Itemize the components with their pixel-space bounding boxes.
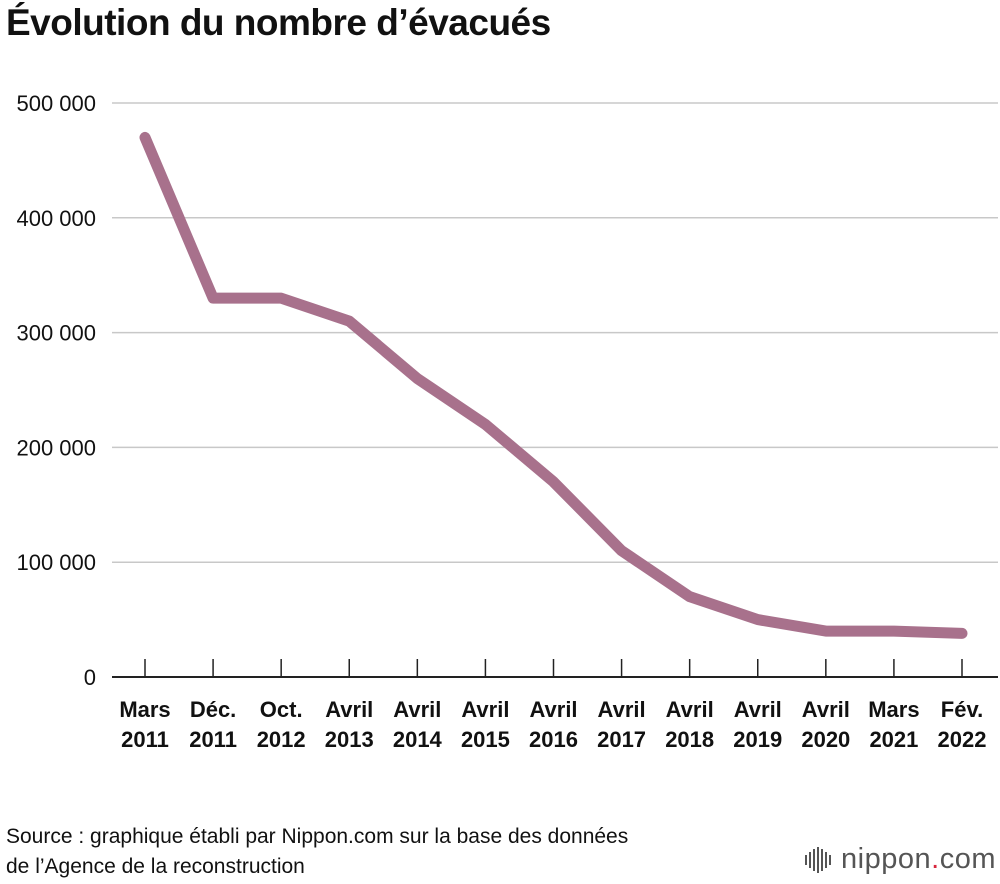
logo-tld: com xyxy=(939,843,996,875)
data-point xyxy=(280,297,282,299)
data-point xyxy=(212,297,214,299)
data-point xyxy=(621,550,623,552)
data-point xyxy=(484,423,486,425)
y-tick-label: 0 xyxy=(84,665,96,690)
x-tick-label: Déc. 2011 xyxy=(189,697,237,752)
y-tick-label: 400 000 xyxy=(16,206,96,231)
x-tick-label: Avril 2013 xyxy=(325,697,374,752)
data-point xyxy=(689,596,691,598)
data-point xyxy=(553,481,554,483)
x-tick-label: Avril 2016 xyxy=(529,697,578,752)
series-line xyxy=(139,131,968,639)
x-tick-label: Avril 2015 xyxy=(461,697,510,752)
x-tick-label: Mars 2011 xyxy=(119,697,170,752)
x-tick-label: Avril 2018 xyxy=(665,697,714,752)
source-line-2: de l’Agence de la reconstruction xyxy=(6,855,305,878)
data-point xyxy=(757,619,759,621)
gridlines xyxy=(112,102,998,563)
y-tick-label: 200 000 xyxy=(16,435,96,460)
logo-name: nippon xyxy=(841,843,932,875)
data-point xyxy=(348,320,350,322)
source-note: Source : graphique établi par Nippon.com… xyxy=(6,822,628,882)
y-tick-label: 100 000 xyxy=(16,550,96,575)
y-tick-label: 500 000 xyxy=(16,91,96,116)
x-tick-label: Avril 2017 xyxy=(597,697,646,752)
source-line-1: Source : graphique établi par Nippon.com… xyxy=(6,825,629,848)
data-point xyxy=(416,378,418,380)
logo-dot: . xyxy=(931,843,940,875)
sound-wave-icon xyxy=(805,846,833,873)
nippon-logo: nippon.com xyxy=(805,843,996,876)
y-axis: 0 100 000 200 000 300 000 400 000 500 000 xyxy=(16,91,96,690)
logo-text: nippon.com xyxy=(841,843,996,876)
line-chart: 0 100 000 200 000 300 000 400 000 500 000 Mar… xyxy=(16,91,998,752)
data-point xyxy=(825,630,827,632)
x-tick-label: Oct. 2012 xyxy=(257,697,306,752)
x-tick-label: Mars 2021 xyxy=(868,697,919,752)
y-tick-label: 300 000 xyxy=(16,321,96,346)
x-tick-label: Fév. 2022 xyxy=(938,697,987,752)
x-tick-label: Avril 2020 xyxy=(801,697,850,752)
x-tick-label: Avril 2014 xyxy=(393,697,443,752)
x-axis: Mars 2011 Déc. 2011 Oct. 2012 Avril 2013 Avril 20… xyxy=(112,659,998,752)
x-tick-label: Avril 2019 xyxy=(733,697,782,752)
data-point xyxy=(144,136,146,138)
data-point xyxy=(961,632,963,634)
data-series xyxy=(139,131,968,639)
chart-title: Évolution du nombre d’évacués xyxy=(6,2,551,43)
data-point xyxy=(893,630,895,632)
